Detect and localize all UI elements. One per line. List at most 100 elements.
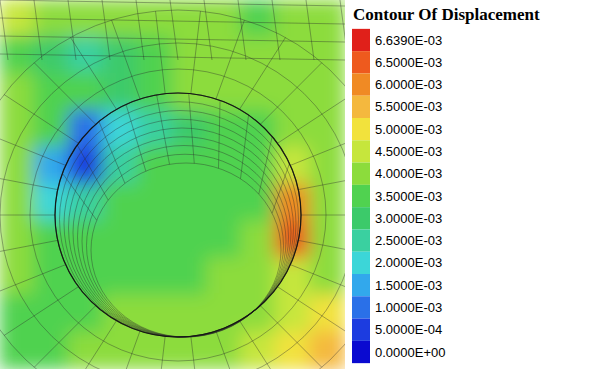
cell	[34, 147, 71, 186]
mesh-line	[260, 63, 322, 125]
canvas: Contour Of Displacement6.6390E-036.5000E…	[0, 0, 601, 369]
colorbar-label: 4.5000E-03	[375, 144, 442, 159]
cell	[103, 220, 140, 259]
mesh-line	[68, 0, 76, 60]
mesh-ring	[55, 93, 301, 337]
cell	[34, 110, 71, 149]
colorbar-label: 5.5000E-03	[375, 99, 442, 114]
mesh-line	[0, 240, 58, 257]
colorbar-label: 5.0000E-04	[375, 322, 442, 337]
hole-ring	[55, 93, 301, 337]
cell	[241, 184, 278, 223]
cell	[172, 147, 209, 186]
cell	[103, 36, 140, 75]
plot-area	[0, 0, 345, 369]
cell	[241, 294, 278, 333]
cell	[206, 257, 243, 296]
colorbar-label: 6.6390E-03	[375, 33, 442, 48]
colorbar-swatch	[352, 319, 370, 341]
colorbar-swatch	[352, 252, 370, 274]
mesh-line	[278, 95, 345, 144]
hole-line	[157, 95, 170, 164]
cell	[103, 331, 140, 369]
mesh-line	[112, 20, 140, 99]
cell	[206, 184, 243, 223]
cell	[137, 257, 174, 296]
cell	[172, 220, 209, 259]
cell	[103, 0, 140, 38]
mesh-line	[240, 37, 286, 109]
hole-line	[259, 137, 272, 194]
hole-ring	[87, 154, 284, 337]
mesh-line	[156, 336, 166, 369]
cell	[172, 0, 209, 38]
cell	[68, 331, 105, 369]
mesh-line	[71, 321, 117, 369]
cell	[310, 147, 346, 186]
hole-line	[189, 93, 195, 163]
colorbar-swatch	[352, 341, 370, 363]
mesh-line	[298, 240, 345, 257]
mesh-line	[340, 0, 345, 60]
cell	[241, 0, 278, 38]
cell	[0, 110, 36, 149]
cell	[206, 0, 243, 38]
cell	[310, 220, 346, 259]
mesh-line	[102, 0, 110, 60]
cell	[172, 110, 209, 149]
mesh-line	[191, 11, 201, 94]
mesh-line	[34, 306, 96, 368]
colorbar-swatch	[352, 185, 370, 207]
colorbar-label: 1.5000E-03	[375, 278, 442, 293]
mesh-line	[0, 18, 345, 24]
cell	[172, 184, 209, 223]
colorbar: Contour Of Displacement6.6390E-036.5000E…	[352, 5, 540, 363]
mesh-line	[0, 172, 58, 189]
hole-ring	[60, 102, 299, 337]
cell	[34, 73, 71, 112]
cell	[275, 0, 312, 38]
cell	[103, 184, 140, 223]
mesh-line	[278, 287, 345, 336]
mesh-line	[0, 54, 345, 60]
colorbar-swatch	[352, 163, 370, 185]
cell	[241, 220, 278, 259]
colorbar-swatch	[352, 29, 370, 51]
hole-line	[218, 100, 220, 168]
mesh-line	[0, 132, 66, 166]
cell	[0, 0, 36, 38]
cell	[310, 257, 346, 296]
mesh-line	[0, 0, 8, 60]
mesh-line	[238, 0, 246, 60]
cell	[137, 0, 174, 38]
mesh-line	[0, 215, 55, 216]
hole-line	[62, 173, 96, 220]
mesh-line	[34, 63, 96, 125]
mesh-line	[240, 321, 286, 369]
colorbar-swatch	[352, 96, 370, 118]
colorbar-swatch	[352, 140, 370, 162]
mesh-line	[4, 287, 78, 336]
cell	[172, 257, 209, 296]
colorbar-label: 4.0000E-03	[375, 166, 442, 181]
colorbar-label: 3.0000E-03	[375, 211, 442, 226]
mesh-line	[136, 0, 144, 60]
cell	[275, 331, 312, 369]
cell	[103, 73, 140, 112]
cell	[68, 73, 105, 112]
mesh-line	[301, 215, 345, 216]
colorbar-label: 2.5000E-03	[375, 233, 442, 248]
cell	[68, 184, 105, 223]
mesh-line	[156, 11, 166, 94]
colorbar-label: 1.0000E-03	[375, 300, 442, 315]
mesh-line	[112, 331, 140, 369]
colorbar-swatch	[352, 118, 370, 140]
cell	[241, 147, 278, 186]
cell	[241, 331, 278, 369]
mesh-line	[0, 0, 345, 6]
hole-line	[77, 145, 108, 200]
mesh-line	[34, 0, 42, 60]
hole-line	[272, 163, 289, 213]
hole-line	[126, 104, 146, 171]
cell	[103, 257, 140, 296]
